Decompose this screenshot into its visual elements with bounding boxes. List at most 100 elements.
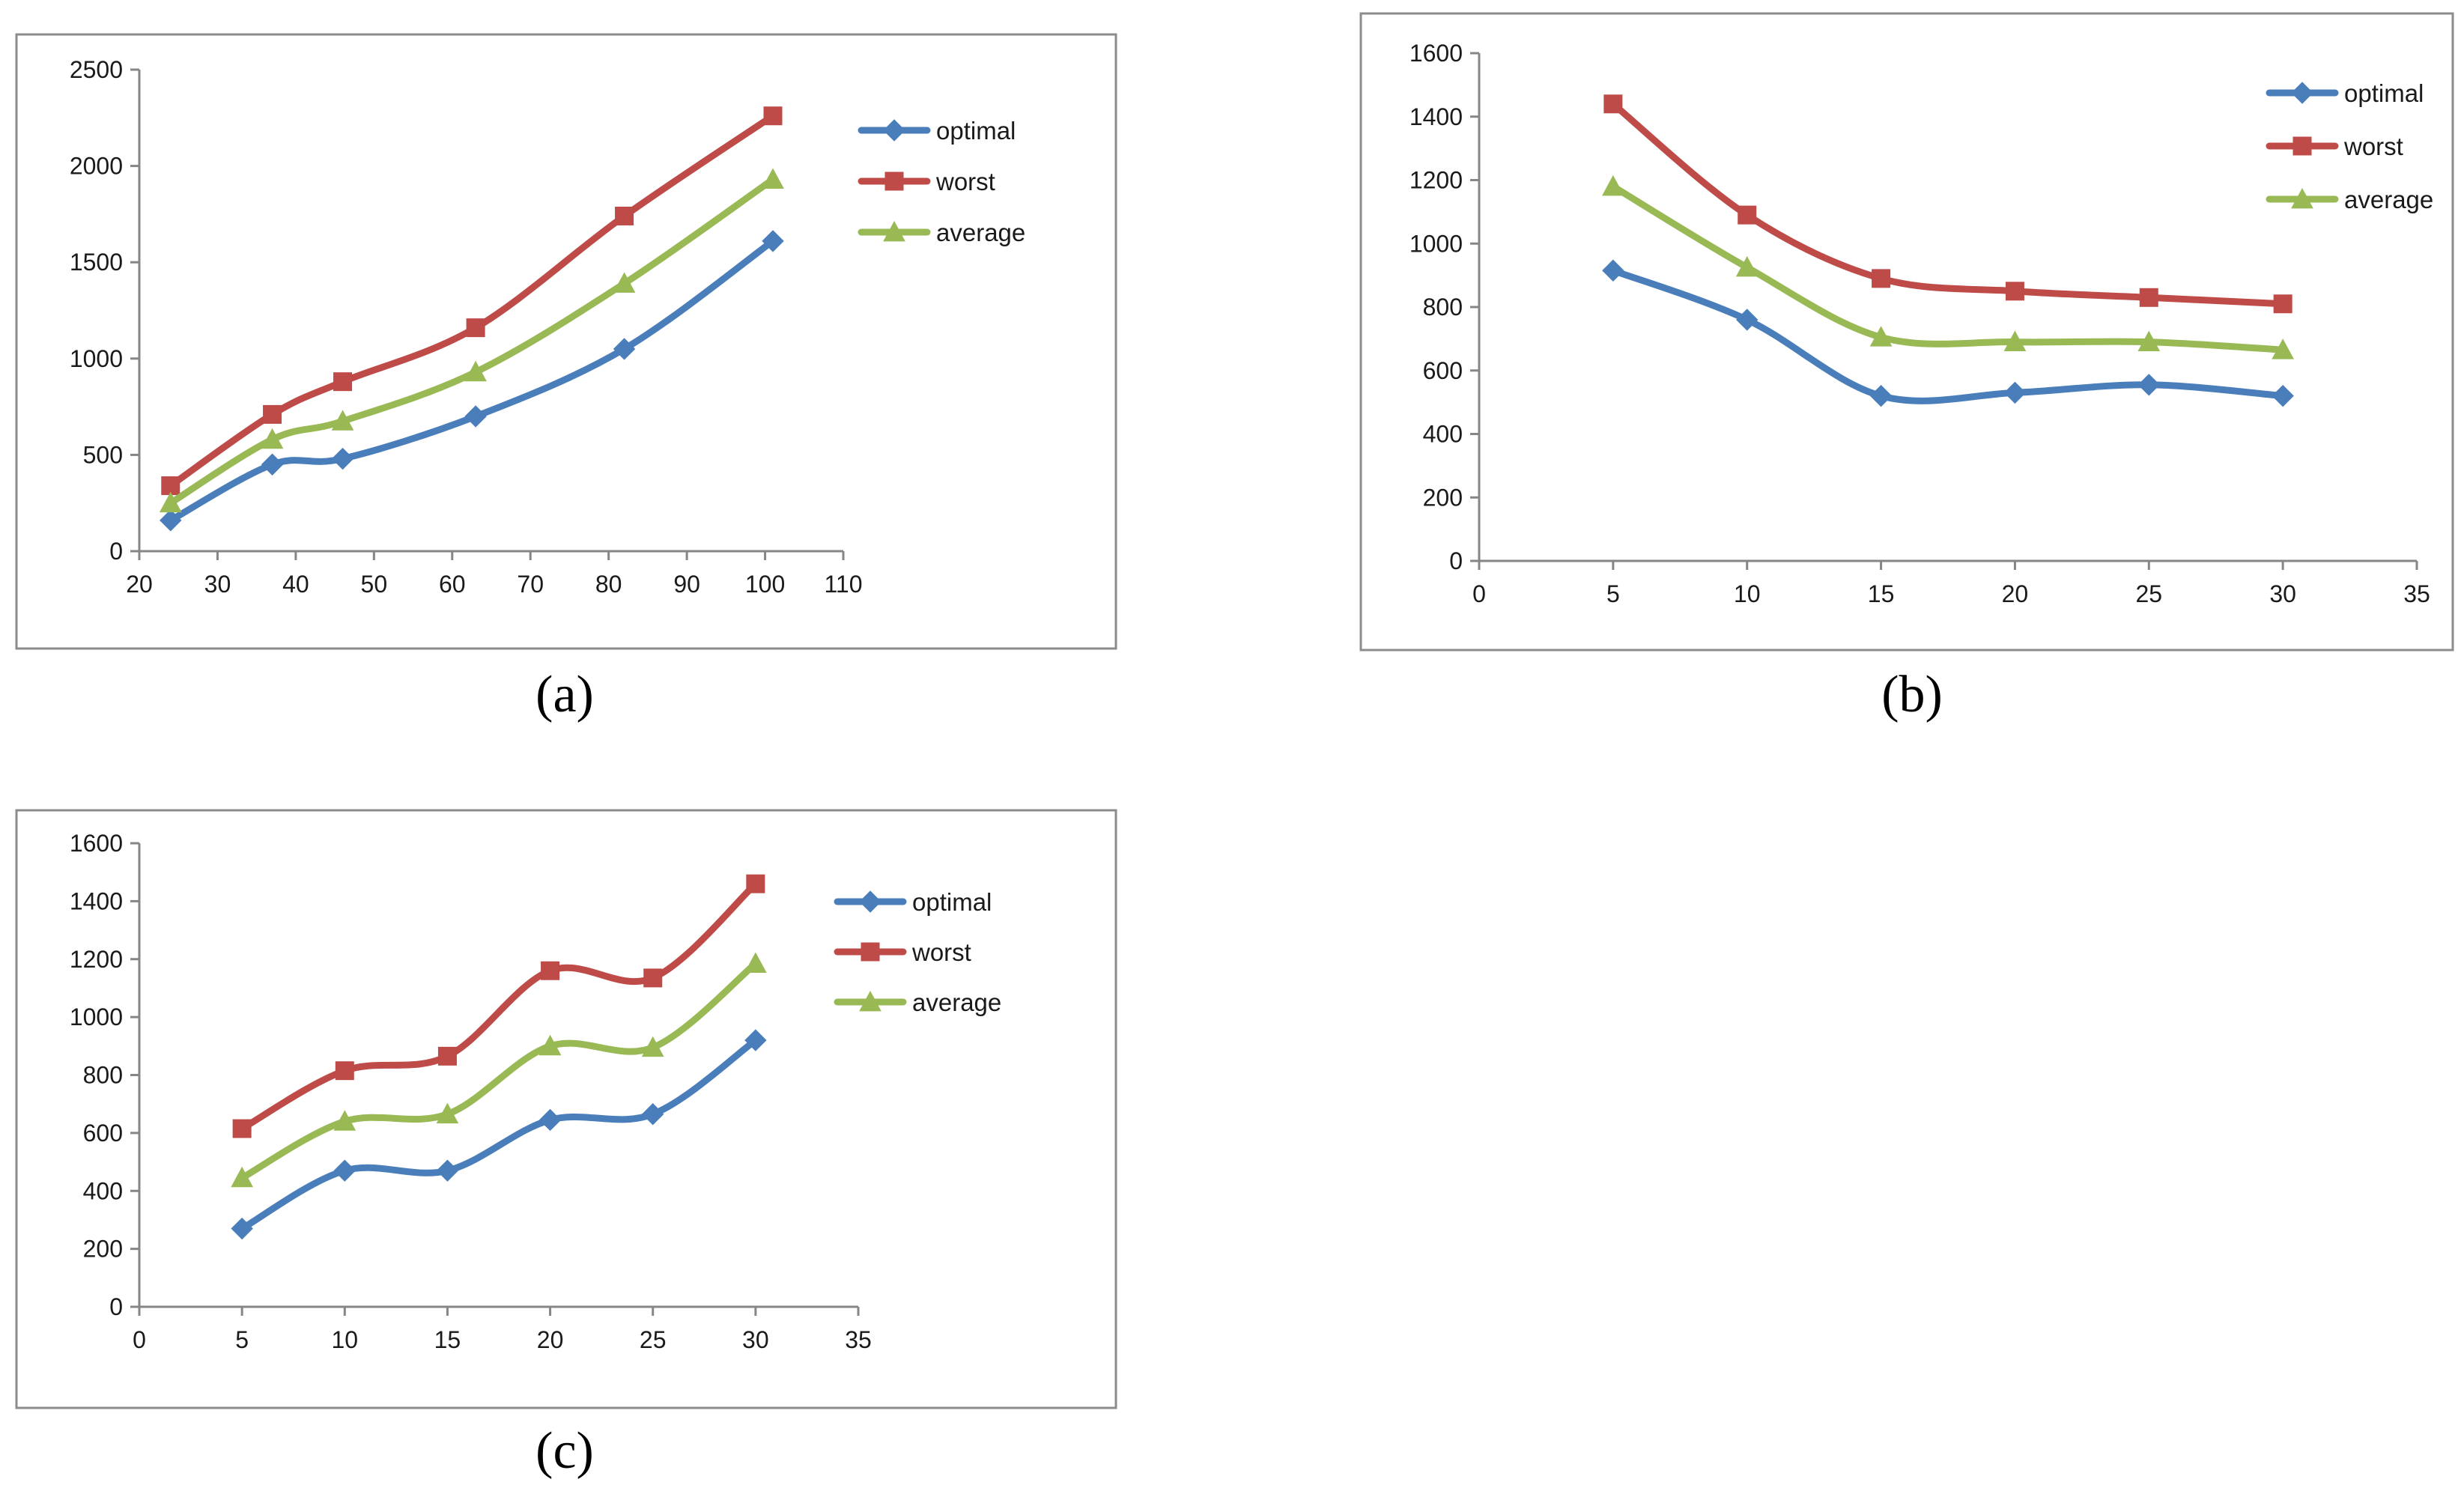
chart-frame (15, 809, 1117, 1409)
y-tick-label: 0 (109, 1293, 123, 1320)
x-tick-label: 20 (126, 571, 153, 598)
legend-label-worst: worst (935, 168, 995, 195)
x-tick-label: 30 (204, 571, 231, 598)
data-point-average (1735, 255, 1759, 277)
data-point-worst (466, 318, 485, 338)
legend-label-optimal: optimal (912, 888, 992, 916)
x-tick-label: 100 (745, 571, 785, 598)
data-point-average (1602, 174, 1624, 196)
data-point-optimal (2272, 384, 2294, 407)
x-tick-label: 0 (1472, 580, 1486, 607)
y-tick-label: 200 (83, 1236, 123, 1263)
y-tick-label: 800 (1423, 294, 1463, 321)
data-point-worst (232, 1119, 252, 1138)
data-point-average (2003, 330, 2027, 352)
data-point-worst (1872, 269, 1891, 288)
x-tick-label: 5 (235, 1326, 249, 1353)
data-point-worst (1738, 205, 1757, 225)
y-tick-label: 0 (109, 538, 123, 565)
y-tick-label: 600 (1423, 357, 1463, 384)
data-point-optimal (613, 338, 636, 360)
data-point-optimal (1602, 259, 1624, 282)
x-tick-label: 20 (537, 1326, 564, 1353)
data-point-worst (263, 404, 282, 424)
data-point-average (333, 1110, 356, 1131)
x-tick-label: 10 (1734, 580, 1761, 607)
data-point-average (1869, 326, 1893, 347)
data-point-worst (643, 968, 663, 988)
y-tick-label: 1500 (70, 249, 123, 276)
legend-marker-optimal (2291, 82, 2313, 104)
series-line-optimal (1609, 267, 2287, 404)
data-point-optimal (160, 509, 182, 532)
x-tick-label: 15 (1868, 580, 1895, 607)
x-tick-label: 5 (1606, 580, 1620, 607)
series-line-average (1609, 183, 2287, 353)
y-tick-label: 1000 (1409, 230, 1463, 257)
legend-label-worst: worst (2343, 133, 2403, 160)
data-point-average (464, 360, 487, 382)
data-point-average (744, 952, 767, 973)
legend-label-average: average (912, 989, 1001, 1016)
data-point-average (538, 1034, 562, 1056)
x-tick-label: 50 (361, 571, 388, 598)
legend-label-average: average (936, 219, 1025, 246)
chart-frame (1359, 12, 2454, 652)
data-point-average (261, 428, 284, 449)
y-tick-label: 400 (1423, 421, 1463, 448)
legend-marker-worst (2292, 136, 2312, 156)
legend-marker-worst (884, 171, 904, 191)
y-tick-label: 1000 (70, 1004, 123, 1030)
legend-label-worst: worst (911, 938, 971, 966)
y-tick-label: 600 (83, 1120, 123, 1147)
y-tick-label: 1600 (70, 830, 123, 857)
legend-marker-worst (861, 942, 880, 962)
x-tick-label: 25 (2135, 580, 2162, 607)
series-line-worst (238, 880, 759, 1132)
data-point-worst (2005, 282, 2024, 301)
data-point-worst (2273, 294, 2292, 314)
x-tick-label: 30 (2269, 580, 2296, 607)
x-tick-label: 35 (2403, 580, 2430, 607)
chart-caption: (c) (535, 1422, 594, 1480)
x-tick-label: 60 (439, 571, 466, 598)
data-point-optimal (744, 1029, 767, 1051)
y-tick-label: 1200 (70, 946, 123, 973)
legend-marker-average (2291, 187, 2313, 209)
y-tick-label: 1000 (70, 345, 123, 372)
data-point-average (436, 1102, 459, 1124)
x-tick-label: 10 (331, 1326, 358, 1353)
data-point-optimal (331, 447, 354, 470)
chart-0: 0 500 1000 1500 2000 2500 20 30 40 50 60 70 80 90 100 1… (15, 33, 1117, 723)
data-point-optimal (2137, 374, 2160, 396)
data-point-average (331, 410, 354, 431)
data-point-worst (763, 106, 783, 126)
data-point-average (2272, 338, 2294, 359)
x-tick-label: 25 (640, 1326, 667, 1353)
x-tick-label: 20 (2002, 580, 2029, 607)
x-tick-label: 80 (595, 571, 622, 598)
data-point-worst (333, 372, 353, 392)
series-line-worst (1609, 100, 2287, 308)
data-point-worst (1603, 94, 1623, 114)
y-tick-label: 200 (1423, 484, 1463, 511)
chart-caption: (b) (1881, 666, 1943, 723)
data-point-optimal (2003, 381, 2027, 404)
data-point-optimal (538, 1108, 562, 1132)
legend-label-optimal: optimal (936, 117, 1016, 145)
data-point-worst (615, 206, 634, 225)
legend-marker-optimal (883, 119, 905, 142)
y-tick-label: 1400 (70, 887, 123, 914)
y-tick-label: 500 (83, 441, 123, 468)
x-tick-label: 0 (133, 1326, 146, 1353)
chart-caption: (a) (535, 666, 594, 723)
series-line-average (238, 960, 759, 1182)
legend-marker-average (859, 990, 881, 1012)
data-point-worst (541, 961, 560, 980)
x-tick-label: 35 (845, 1326, 872, 1353)
legend-label-optimal: optimal (2344, 79, 2424, 107)
data-point-worst (746, 874, 765, 893)
y-tick-label: 2000 (70, 153, 123, 180)
x-tick-label: 70 (517, 571, 544, 598)
x-tick-label: 110 (824, 571, 862, 598)
